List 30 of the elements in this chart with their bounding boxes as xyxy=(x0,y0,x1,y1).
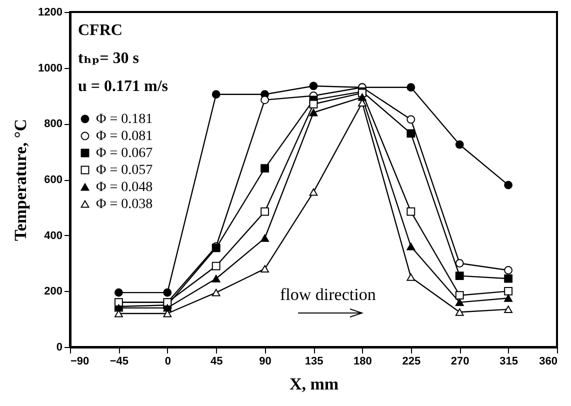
y-tick-label: 200 xyxy=(44,286,62,298)
x-tick-label: 360 xyxy=(539,356,558,368)
x-tick-label: −45 xyxy=(110,356,129,368)
x-tick-label: 45 xyxy=(210,356,223,368)
y-tick-label: 1200 xyxy=(38,6,62,18)
x-tick-label: −90 xyxy=(70,356,90,368)
y-tick-label: 1000 xyxy=(38,62,62,74)
x-tick-label: 135 xyxy=(304,356,324,368)
x-tick-label: 90 xyxy=(259,356,272,368)
x-tick-label: 270 xyxy=(450,356,470,368)
legend-label: Φ = 0.048 xyxy=(96,180,153,195)
y-tick-label: 600 xyxy=(44,174,62,186)
legend-label: Φ = 0.181 xyxy=(96,112,153,127)
y-axis-title: Temperature, °C xyxy=(11,118,30,242)
legend-label: Φ = 0.038 xyxy=(96,197,153,212)
x-axis-title: X, mm xyxy=(289,374,339,394)
x-tick-label: 315 xyxy=(500,356,518,368)
x-tick-label: 180 xyxy=(354,356,372,368)
legend-label: Φ = 0.067 xyxy=(96,146,153,161)
annotation: flow direction xyxy=(280,285,376,304)
y-tick-label: 800 xyxy=(44,118,62,130)
legend-label: Φ = 0.057 xyxy=(96,163,153,178)
annotation: CFRC xyxy=(78,22,122,39)
annotation: u = 0.171 m/s xyxy=(78,78,168,95)
legend-label: Φ = 0.081 xyxy=(96,129,153,144)
y-tick-label: 0 xyxy=(56,342,62,354)
x-tick-label: 225 xyxy=(402,356,421,368)
annotation: tₕₚ= 30 s xyxy=(78,50,139,67)
y-tick-label: 400 xyxy=(44,230,62,242)
x-tick-label: 0 xyxy=(164,356,171,368)
